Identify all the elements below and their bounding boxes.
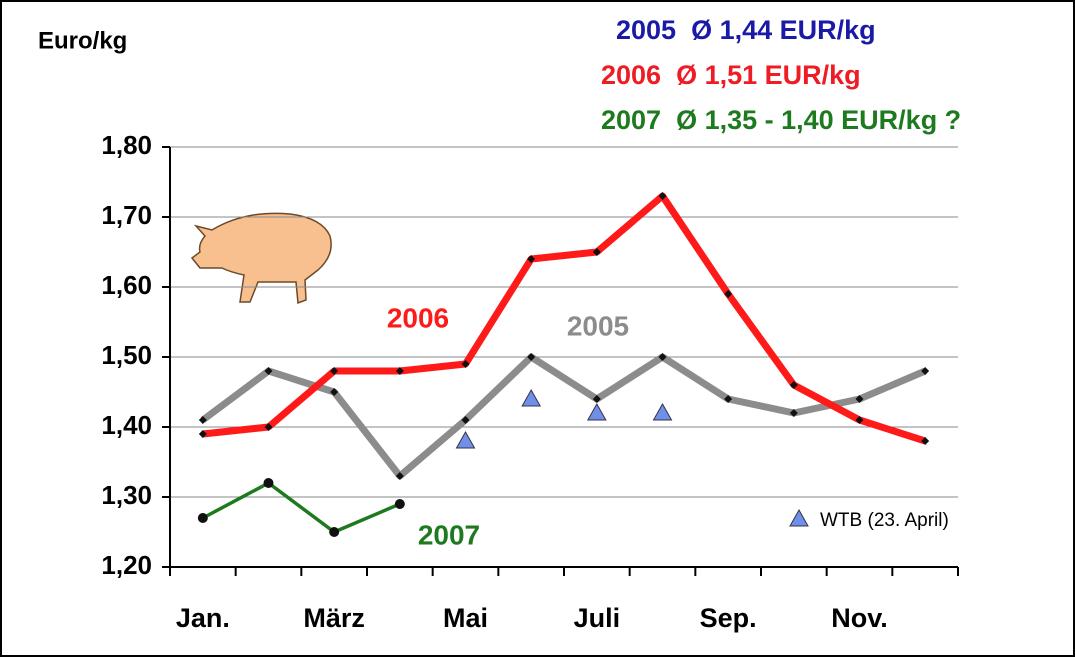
- y-tick-label: 1,20: [101, 550, 152, 580]
- x-tick-label: Mai: [443, 603, 488, 633]
- y-tick-label: 1,50: [101, 340, 152, 370]
- frame: [1, 1, 1074, 656]
- y-tick-label: 1,40: [101, 410, 152, 440]
- x-tick-label: Jan.: [176, 603, 230, 633]
- series-label: 2006: [387, 302, 449, 333]
- data-point: [198, 513, 208, 523]
- annotation: 2005 Ø 1,44 EUR/kg: [616, 15, 876, 45]
- series-label: 2005: [567, 310, 629, 341]
- x-tick-label: Sep.: [700, 603, 757, 633]
- annotation: 2007 Ø 1,35 - 1,40 EUR/kg ?: [601, 105, 961, 135]
- x-tick-label: März: [303, 603, 365, 633]
- y-tick-label: 1,30: [101, 480, 152, 510]
- data-point: [329, 527, 339, 537]
- y-axis-label: Euro/kg: [38, 27, 127, 54]
- series-label: 2007: [418, 519, 480, 550]
- y-tick-label: 1,70: [101, 200, 152, 230]
- y-tick-label: 1,80: [101, 130, 152, 160]
- page: {"chart_data": { "type": "line", "y_labe…: [0, 0, 1075, 657]
- x-tick-label: Nov.: [831, 603, 888, 633]
- y-tick-label: 1,60: [101, 270, 152, 300]
- annotation: 2006 Ø 1,51 EUR/kg: [601, 60, 861, 90]
- chart: Euro/kg 1,20 1,30 1,40 1,50 1,60 1,70 1,80 Jan.…: [0, 0, 1075, 657]
- data-point: [395, 499, 405, 509]
- data-point: [264, 478, 274, 488]
- legend-label: WTB (23. April): [820, 510, 949, 531]
- x-tick-label: Juli: [574, 603, 621, 633]
